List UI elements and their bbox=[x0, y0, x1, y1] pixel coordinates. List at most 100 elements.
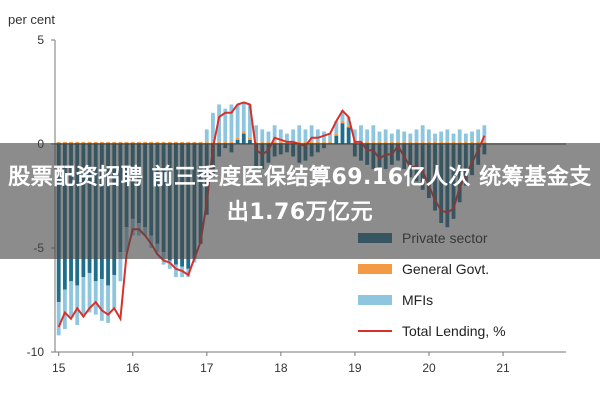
legend-label: Total Lending, % bbox=[402, 323, 506, 339]
bar-general-govt bbox=[402, 141, 407, 144]
bar-general-govt bbox=[241, 131, 246, 134]
bar-general-govt bbox=[136, 141, 141, 144]
x-tick-label: 17 bbox=[200, 361, 214, 375]
bar-mfis bbox=[75, 285, 80, 325]
bar-general-govt bbox=[112, 141, 117, 144]
headline-banner bbox=[0, 143, 600, 259]
bar-mfis bbox=[106, 285, 110, 323]
bar-general-govt bbox=[482, 141, 487, 144]
bar-mfis bbox=[217, 104, 222, 142]
bar-mfis bbox=[241, 102, 246, 132]
bar-mfis bbox=[439, 131, 444, 142]
headline-text: 股票配资招聘 前三季度医保结算69.16亿人次 统筹基金支出1.76万亿元 bbox=[8, 165, 592, 225]
bar-private-sector bbox=[235, 139, 240, 144]
bar-mfis bbox=[476, 129, 481, 142]
y-axis-label: per cent bbox=[8, 12, 55, 27]
bar-general-govt bbox=[420, 141, 425, 144]
bar-general-govt bbox=[303, 141, 308, 144]
bar-mfis bbox=[297, 125, 302, 142]
bar-mfis bbox=[383, 129, 388, 142]
bar-general-govt bbox=[198, 141, 203, 144]
bar-mfis bbox=[365, 129, 370, 142]
bar-mfis bbox=[266, 131, 271, 142]
bar-general-govt bbox=[383, 141, 388, 144]
bar-general-govt bbox=[396, 141, 400, 144]
bar-general-govt bbox=[426, 141, 431, 144]
x-tick-label: 18 bbox=[274, 361, 288, 375]
bar-mfis bbox=[315, 129, 320, 142]
bar-mfis bbox=[291, 129, 296, 142]
bar-mfis bbox=[167, 260, 172, 269]
bar-general-govt bbox=[322, 141, 326, 144]
bar-general-govt bbox=[260, 141, 265, 144]
bar-mfis bbox=[309, 125, 314, 142]
bar-general-govt bbox=[340, 121, 345, 124]
bar-private-sector bbox=[334, 135, 339, 144]
bar-general-govt bbox=[309, 141, 314, 144]
bar-general-govt bbox=[155, 141, 160, 144]
bar-mfis bbox=[56, 302, 61, 336]
bar-mfis bbox=[118, 252, 123, 282]
bar-general-govt bbox=[328, 141, 333, 144]
bar-mfis bbox=[463, 133, 468, 142]
bar-general-govt bbox=[389, 141, 394, 144]
bar-mfis bbox=[334, 121, 339, 134]
bar-general-govt bbox=[470, 141, 474, 144]
bar-general-govt bbox=[229, 141, 234, 144]
bar-private-sector bbox=[241, 133, 246, 144]
bar-general-govt bbox=[365, 141, 370, 144]
bar-mfis bbox=[396, 129, 400, 142]
bar-mfis bbox=[482, 125, 487, 142]
bar-general-govt bbox=[334, 133, 339, 136]
bar-mfis bbox=[248, 104, 252, 138]
bar-general-govt bbox=[130, 141, 135, 144]
bar-mfis bbox=[174, 264, 178, 278]
bar-general-govt bbox=[87, 141, 92, 144]
bar-general-govt bbox=[174, 141, 178, 144]
bar-mfis bbox=[371, 125, 376, 142]
bar-mfis bbox=[229, 104, 234, 142]
bar-general-govt bbox=[81, 141, 86, 144]
y-tick-label: -10 bbox=[27, 345, 45, 359]
bar-mfis bbox=[445, 129, 450, 142]
bar-general-govt bbox=[451, 141, 456, 144]
bar-mfis bbox=[408, 133, 413, 142]
bar-general-govt bbox=[204, 141, 209, 144]
bar-general-govt bbox=[439, 141, 444, 144]
bar-general-govt bbox=[192, 141, 197, 144]
bar-general-govt bbox=[235, 137, 240, 140]
bar-mfis bbox=[303, 129, 308, 142]
x-tick-label: 20 bbox=[422, 361, 436, 375]
bar-mfis bbox=[352, 129, 357, 142]
bar-general-govt bbox=[445, 141, 450, 144]
bar-mfis bbox=[420, 125, 425, 142]
bar-mfis bbox=[204, 129, 209, 142]
x-ticks: 15 16 17 18 19 20 21 bbox=[52, 352, 510, 375]
bar-mfis bbox=[359, 125, 363, 142]
bar-general-govt bbox=[285, 141, 289, 144]
bar-general-govt bbox=[99, 141, 104, 144]
bar-general-govt bbox=[457, 141, 462, 144]
bar-mfis bbox=[328, 133, 333, 142]
bar-general-govt bbox=[371, 141, 376, 144]
bar-private-sector bbox=[248, 139, 252, 144]
bar-general-govt bbox=[463, 141, 468, 144]
bar-general-govt bbox=[223, 141, 228, 144]
legend-label: General Govt. bbox=[402, 261, 489, 277]
legend-label: MFIs bbox=[402, 292, 433, 308]
x-tick-label: 16 bbox=[126, 361, 140, 375]
bar-mfis bbox=[278, 129, 283, 142]
legend-swatch bbox=[358, 264, 392, 274]
bar-mfis bbox=[402, 131, 407, 142]
bar-private-sector bbox=[346, 127, 351, 144]
bar-general-govt bbox=[143, 141, 147, 144]
x-tick-label: 19 bbox=[348, 361, 362, 375]
bar-mfis bbox=[285, 133, 289, 142]
bar-mfis bbox=[340, 110, 345, 122]
bar-mfis bbox=[451, 133, 456, 142]
bar-general-govt bbox=[106, 141, 110, 144]
bar-general-govt bbox=[149, 141, 154, 144]
bar-general-govt bbox=[69, 141, 73, 144]
bar-mfis bbox=[211, 112, 215, 142]
y-tick-label: 5 bbox=[37, 33, 44, 47]
